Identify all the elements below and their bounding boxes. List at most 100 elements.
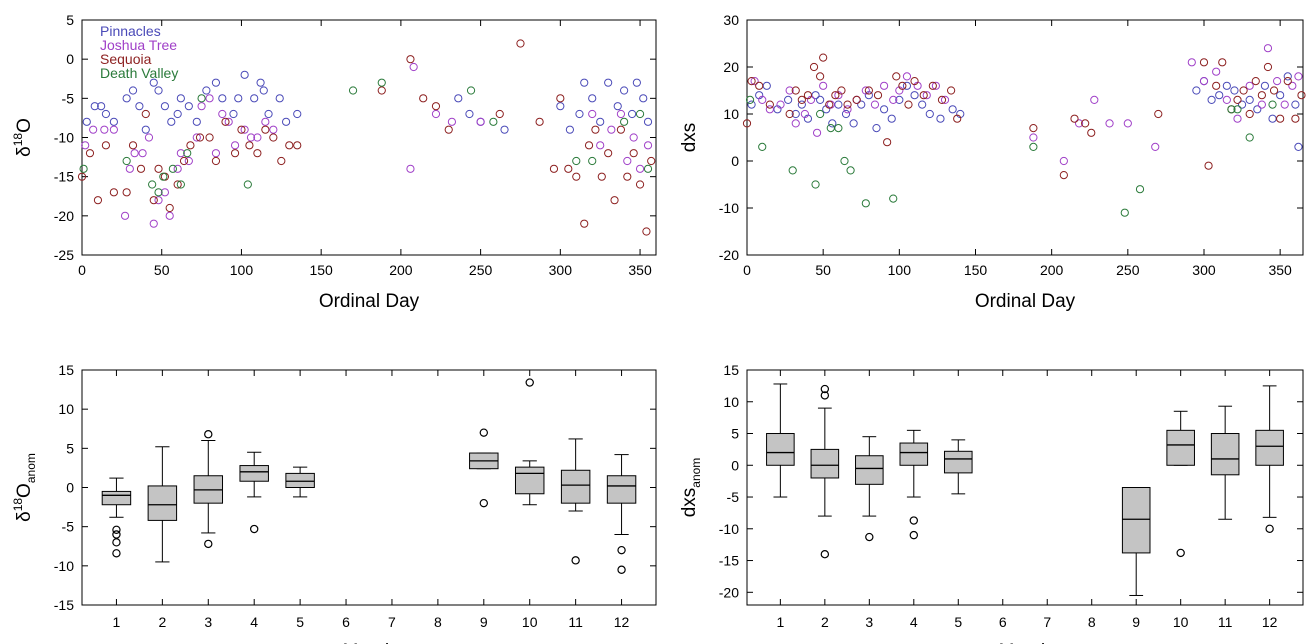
box-iqr xyxy=(147,485,178,521)
data-point xyxy=(1227,105,1236,114)
data-point xyxy=(841,109,851,119)
data-point xyxy=(572,156,581,166)
data-point xyxy=(803,91,813,100)
data-point xyxy=(647,156,656,166)
data-point xyxy=(846,166,855,175)
data-point xyxy=(556,94,565,103)
data-point xyxy=(240,125,249,134)
y-tick-label: -5 xyxy=(727,489,740,505)
data-point xyxy=(947,86,956,95)
data-point xyxy=(910,91,919,100)
y-tick-label: -20 xyxy=(54,208,74,224)
data-point xyxy=(109,188,118,197)
data-point xyxy=(788,166,797,175)
box-month-2 xyxy=(147,446,178,563)
data-point xyxy=(256,78,265,87)
y-axis-label-sub: anom xyxy=(24,453,38,483)
outlier-point xyxy=(112,549,121,558)
data-point xyxy=(1245,95,1254,105)
data-point xyxy=(811,91,820,100)
data-point xyxy=(1123,119,1132,128)
data-point xyxy=(1276,114,1285,123)
x-tick-label: 200 xyxy=(1040,262,1064,278)
data-point xyxy=(211,156,221,166)
data-point xyxy=(250,94,259,103)
data-point xyxy=(948,105,957,114)
x-tick-label: 12 xyxy=(1262,614,1278,630)
data-point xyxy=(85,149,95,158)
data-point xyxy=(197,102,206,111)
data-point xyxy=(516,39,525,48)
y-tick-label: 30 xyxy=(723,12,739,28)
box-month-9 xyxy=(469,428,499,508)
data-point xyxy=(1245,133,1254,142)
data-point xyxy=(904,100,913,109)
data-point xyxy=(797,95,806,105)
data-point xyxy=(1257,100,1266,109)
data-point xyxy=(406,55,415,64)
data-point xyxy=(892,72,901,81)
y-axis-label-sub: anom xyxy=(689,458,703,488)
data-point xyxy=(879,81,889,90)
data-point xyxy=(1215,91,1224,100)
data-point xyxy=(1294,142,1303,151)
data-point xyxy=(556,102,565,111)
data-point xyxy=(1212,67,1221,76)
outlier-point xyxy=(204,539,213,549)
outlier-point xyxy=(479,498,488,508)
data-point xyxy=(1251,77,1260,86)
data-point xyxy=(149,196,158,205)
data-point xyxy=(1151,142,1160,151)
data-point xyxy=(889,95,898,105)
box-iqr xyxy=(101,490,132,506)
data-point xyxy=(1070,114,1079,123)
data-point xyxy=(192,117,201,126)
data-point xyxy=(928,81,937,90)
data-point xyxy=(495,109,504,119)
data-point xyxy=(168,164,177,173)
data-point xyxy=(872,124,881,133)
data-point xyxy=(240,70,249,79)
data-point xyxy=(572,172,581,181)
data-point xyxy=(173,109,182,119)
data-point xyxy=(202,86,211,95)
y-tick-label: 15 xyxy=(58,362,74,378)
data-point xyxy=(1105,119,1114,128)
y-tick-label: -25 xyxy=(54,247,74,263)
box-iqr xyxy=(1166,429,1195,466)
x-axis-label: Month xyxy=(343,641,396,644)
data-point xyxy=(635,180,645,189)
data-point xyxy=(173,180,182,189)
x-tick-label: 350 xyxy=(1268,262,1292,278)
y-tick-label: -5 xyxy=(62,519,75,535)
y-tick-label: 0 xyxy=(731,153,739,169)
data-point xyxy=(925,109,934,119)
data-point xyxy=(1187,58,1196,67)
data-point xyxy=(765,105,774,114)
box-month-11 xyxy=(560,438,591,565)
data-point xyxy=(919,91,928,100)
data-point xyxy=(173,164,182,173)
outlier-point xyxy=(112,538,121,547)
x-tick-label: 3 xyxy=(204,614,212,630)
data-point xyxy=(620,117,629,126)
data-point xyxy=(277,156,286,166)
x-tick-label: 7 xyxy=(388,614,396,630)
data-point xyxy=(607,125,616,134)
data-point xyxy=(154,86,163,95)
data-point xyxy=(816,95,825,105)
outlier-point xyxy=(617,545,626,555)
data-point xyxy=(1154,109,1163,119)
data-point xyxy=(861,199,870,208)
series-pinnacles xyxy=(82,70,653,134)
data-point xyxy=(828,119,837,128)
x-tick-label: 4 xyxy=(250,614,258,630)
data-point xyxy=(186,141,195,150)
legend-entry: Death Valley xyxy=(100,65,178,81)
legend-entry: Pinnacles xyxy=(100,23,161,39)
data-point xyxy=(431,102,441,111)
data-point xyxy=(840,156,849,166)
data-point xyxy=(89,125,98,134)
data-point xyxy=(1233,105,1242,114)
data-point xyxy=(431,109,441,119)
